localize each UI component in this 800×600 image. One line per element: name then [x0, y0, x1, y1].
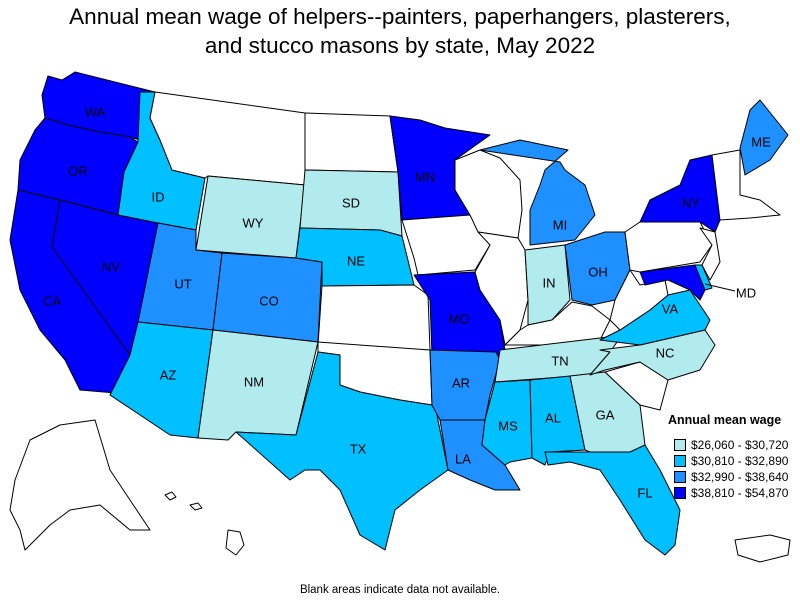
legend-swatch [674, 487, 686, 499]
legend: Annual mean wage $26,060 - $30,720 $30,81… [668, 413, 788, 501]
state-label-al: AL [545, 410, 561, 425]
state-label-az: AZ [160, 367, 177, 382]
state-ar[interactable] [429, 349, 501, 421]
state-label-md: MD [736, 285, 756, 300]
title-line-2: and stucco masons by state, May 2022 [204, 33, 596, 58]
state-label-fl: FL [637, 485, 652, 500]
state-label-wa: WA [85, 104, 106, 119]
md-leader-line [704, 283, 736, 292]
state-pr[interactable] [734, 534, 791, 563]
state-label-la: LA [455, 451, 471, 466]
state-mi[interactable] [479, 139, 596, 246]
legend-swatch [674, 471, 686, 483]
state-label-mi: MI [553, 217, 567, 232]
state-label-ut: UT [174, 276, 191, 291]
state-label-wy: WY [243, 215, 264, 230]
state-label-mo: MO [449, 311, 470, 326]
legend-title: Annual mean wage [668, 413, 782, 427]
footnote: Blank areas indicate data not available. [299, 584, 501, 596]
state-ak[interactable] [9, 419, 151, 551]
state-tx[interactable] [235, 351, 449, 551]
legend-swatch [674, 439, 686, 451]
state-label-tn: TN [551, 353, 568, 368]
state-label-nm: NM [244, 374, 264, 389]
state-hi[interactable] [164, 491, 245, 556]
state-wi[interactable] [454, 149, 523, 239]
state-label-ar: AR [452, 375, 470, 390]
state-ks[interactable] [317, 284, 431, 351]
state-fl[interactable] [544, 444, 681, 556]
legend-label: $32,990 - $38,640 [691, 470, 789, 484]
legend-label: $26,060 - $30,720 [691, 438, 789, 452]
legend-swatch [674, 455, 686, 467]
state-label-ms: MS [498, 418, 518, 433]
state-label-va: VA [662, 301, 679, 316]
state-label-ga: GA [596, 407, 615, 422]
legend-label: $30,810 - $32,890 [691, 454, 789, 468]
state-label-mn: MN [415, 169, 435, 184]
map-title: Annual mean wage of helpers--painters, p… [0, 2, 800, 60]
state-label-sd: SD [342, 195, 360, 210]
state-label-or: OR [68, 163, 88, 178]
legend-item: $30,810 - $32,890 [668, 453, 788, 469]
legend-item: $32,990 - $38,640 [668, 469, 788, 485]
legend-label: $38,810 - $54,870 [691, 486, 789, 500]
state-label-oh: OH [588, 264, 608, 279]
state-label-ca: CA [43, 293, 61, 308]
legend-item: $26,060 - $30,720 [668, 437, 788, 453]
state-label-in: IN [543, 275, 556, 290]
state-label-nv: NV [102, 259, 120, 274]
state-label-tx: TX [350, 441, 367, 456]
state-co[interactable] [212, 252, 323, 343]
state-label-co: CO [259, 293, 279, 308]
state-label-me: ME [751, 134, 771, 149]
legend-items: $26,060 - $30,720 $30,810 - $32,890 $32,99… [668, 437, 788, 501]
title-line-1: Annual mean wage of helpers--painters, p… [69, 4, 731, 29]
state-label-ne: NE [347, 253, 365, 268]
state-me[interactable] [739, 99, 789, 176]
state-label-nc: NC [656, 345, 675, 360]
state-new-england[interactable] [711, 149, 781, 221]
state-de[interactable] [694, 264, 713, 291]
legend-item: $38,810 - $54,870 [668, 485, 788, 501]
state-label-id: ID [152, 189, 165, 204]
state-label-ny: NY [682, 195, 700, 210]
